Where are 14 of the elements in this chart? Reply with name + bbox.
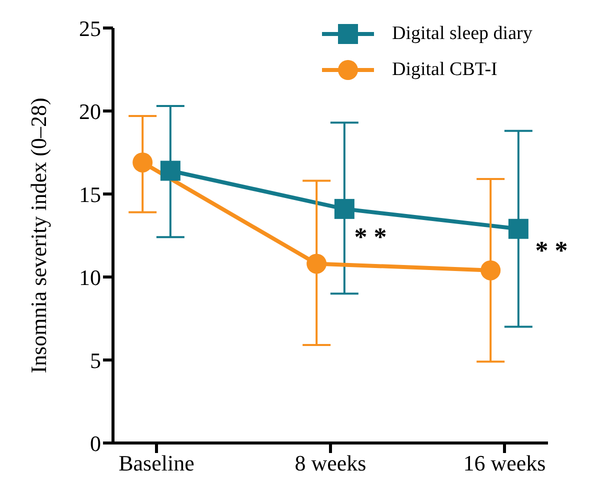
legend-label: Digital sleep diary bbox=[392, 23, 532, 45]
y-tick-label: 10 bbox=[79, 264, 101, 290]
y-tick-label: 0 bbox=[90, 430, 101, 456]
x-tick-label: 16 weeks bbox=[463, 450, 546, 476]
y-axis-title: Insomnia severity index (0–28) bbox=[26, 98, 51, 374]
x-tick-label: Baseline bbox=[118, 450, 194, 476]
y-tick-label: 25 bbox=[79, 16, 101, 41]
y-tick-label: 15 bbox=[79, 182, 101, 207]
annotation: * * bbox=[535, 236, 568, 265]
x-tick-label: 8 weeks bbox=[294, 450, 366, 476]
annotation: * * bbox=[354, 222, 387, 252]
y-tick-label: 5 bbox=[90, 348, 101, 373]
legend-label: Digital CBT-I bbox=[392, 59, 498, 81]
y-tick-label: 20 bbox=[79, 98, 101, 124]
